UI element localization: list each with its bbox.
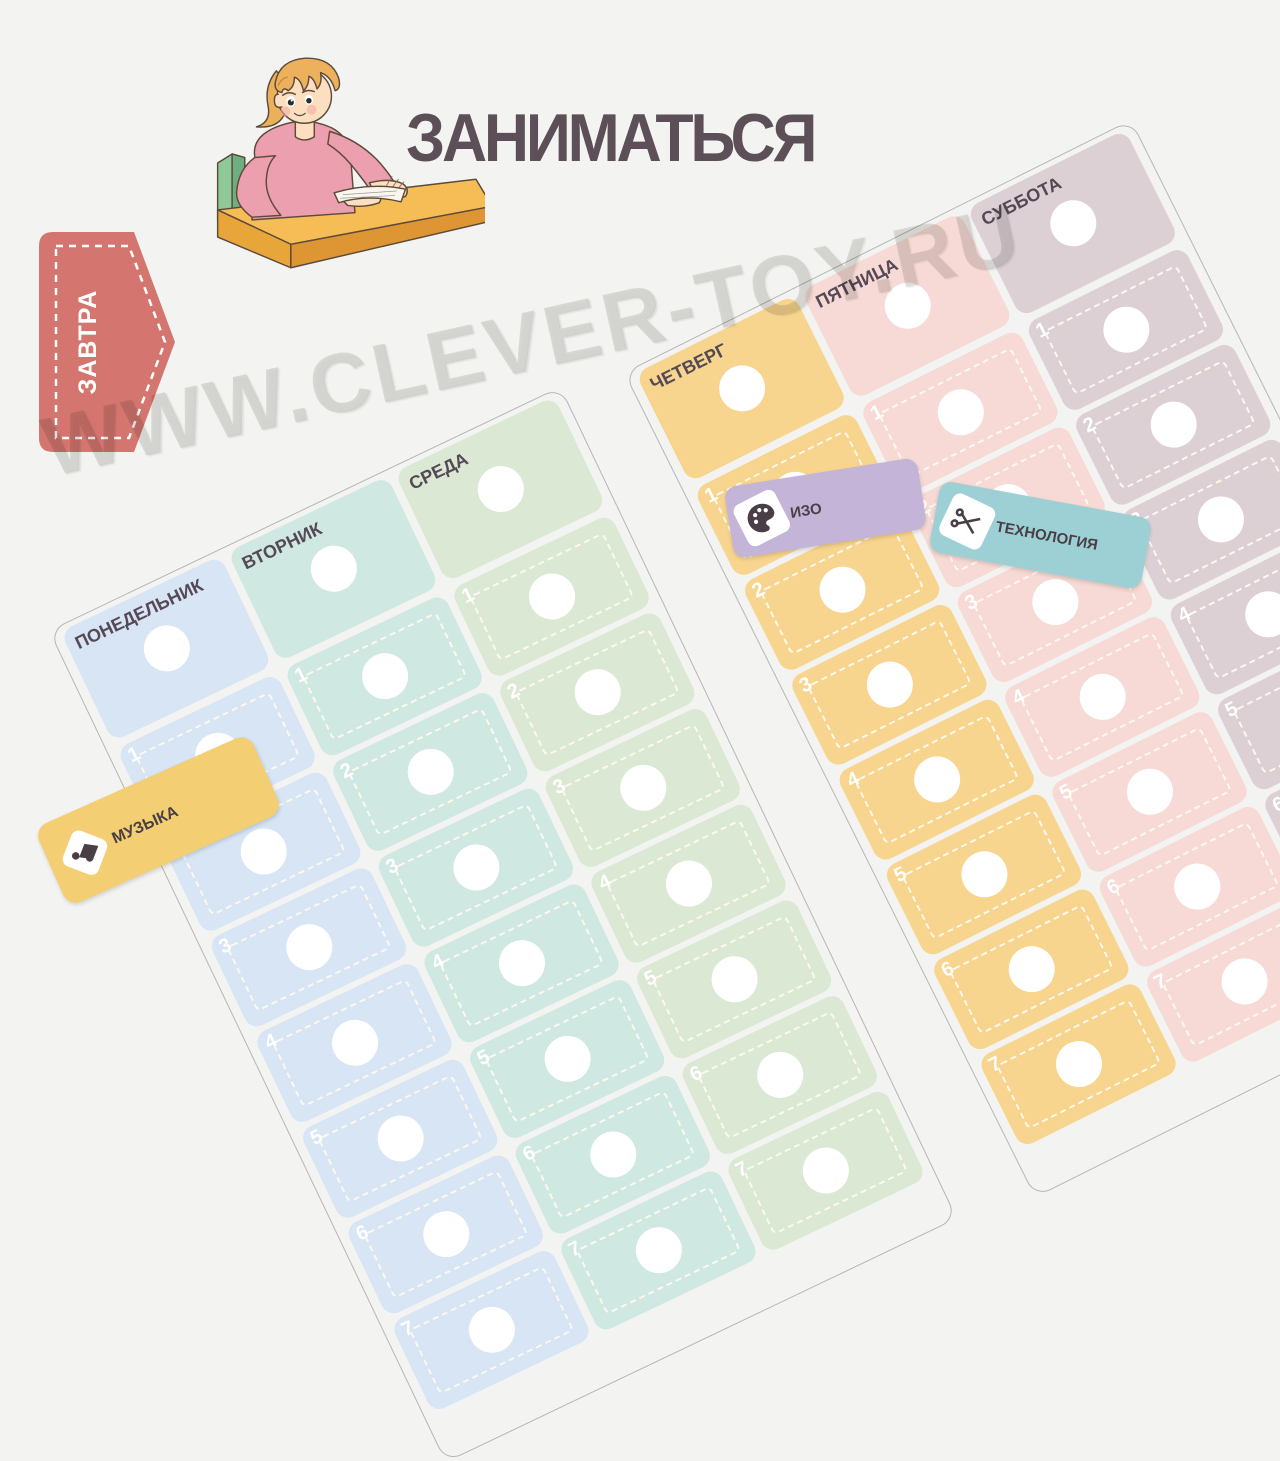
svg-text:ЗАВТРА: ЗАВТРА	[74, 290, 102, 395]
